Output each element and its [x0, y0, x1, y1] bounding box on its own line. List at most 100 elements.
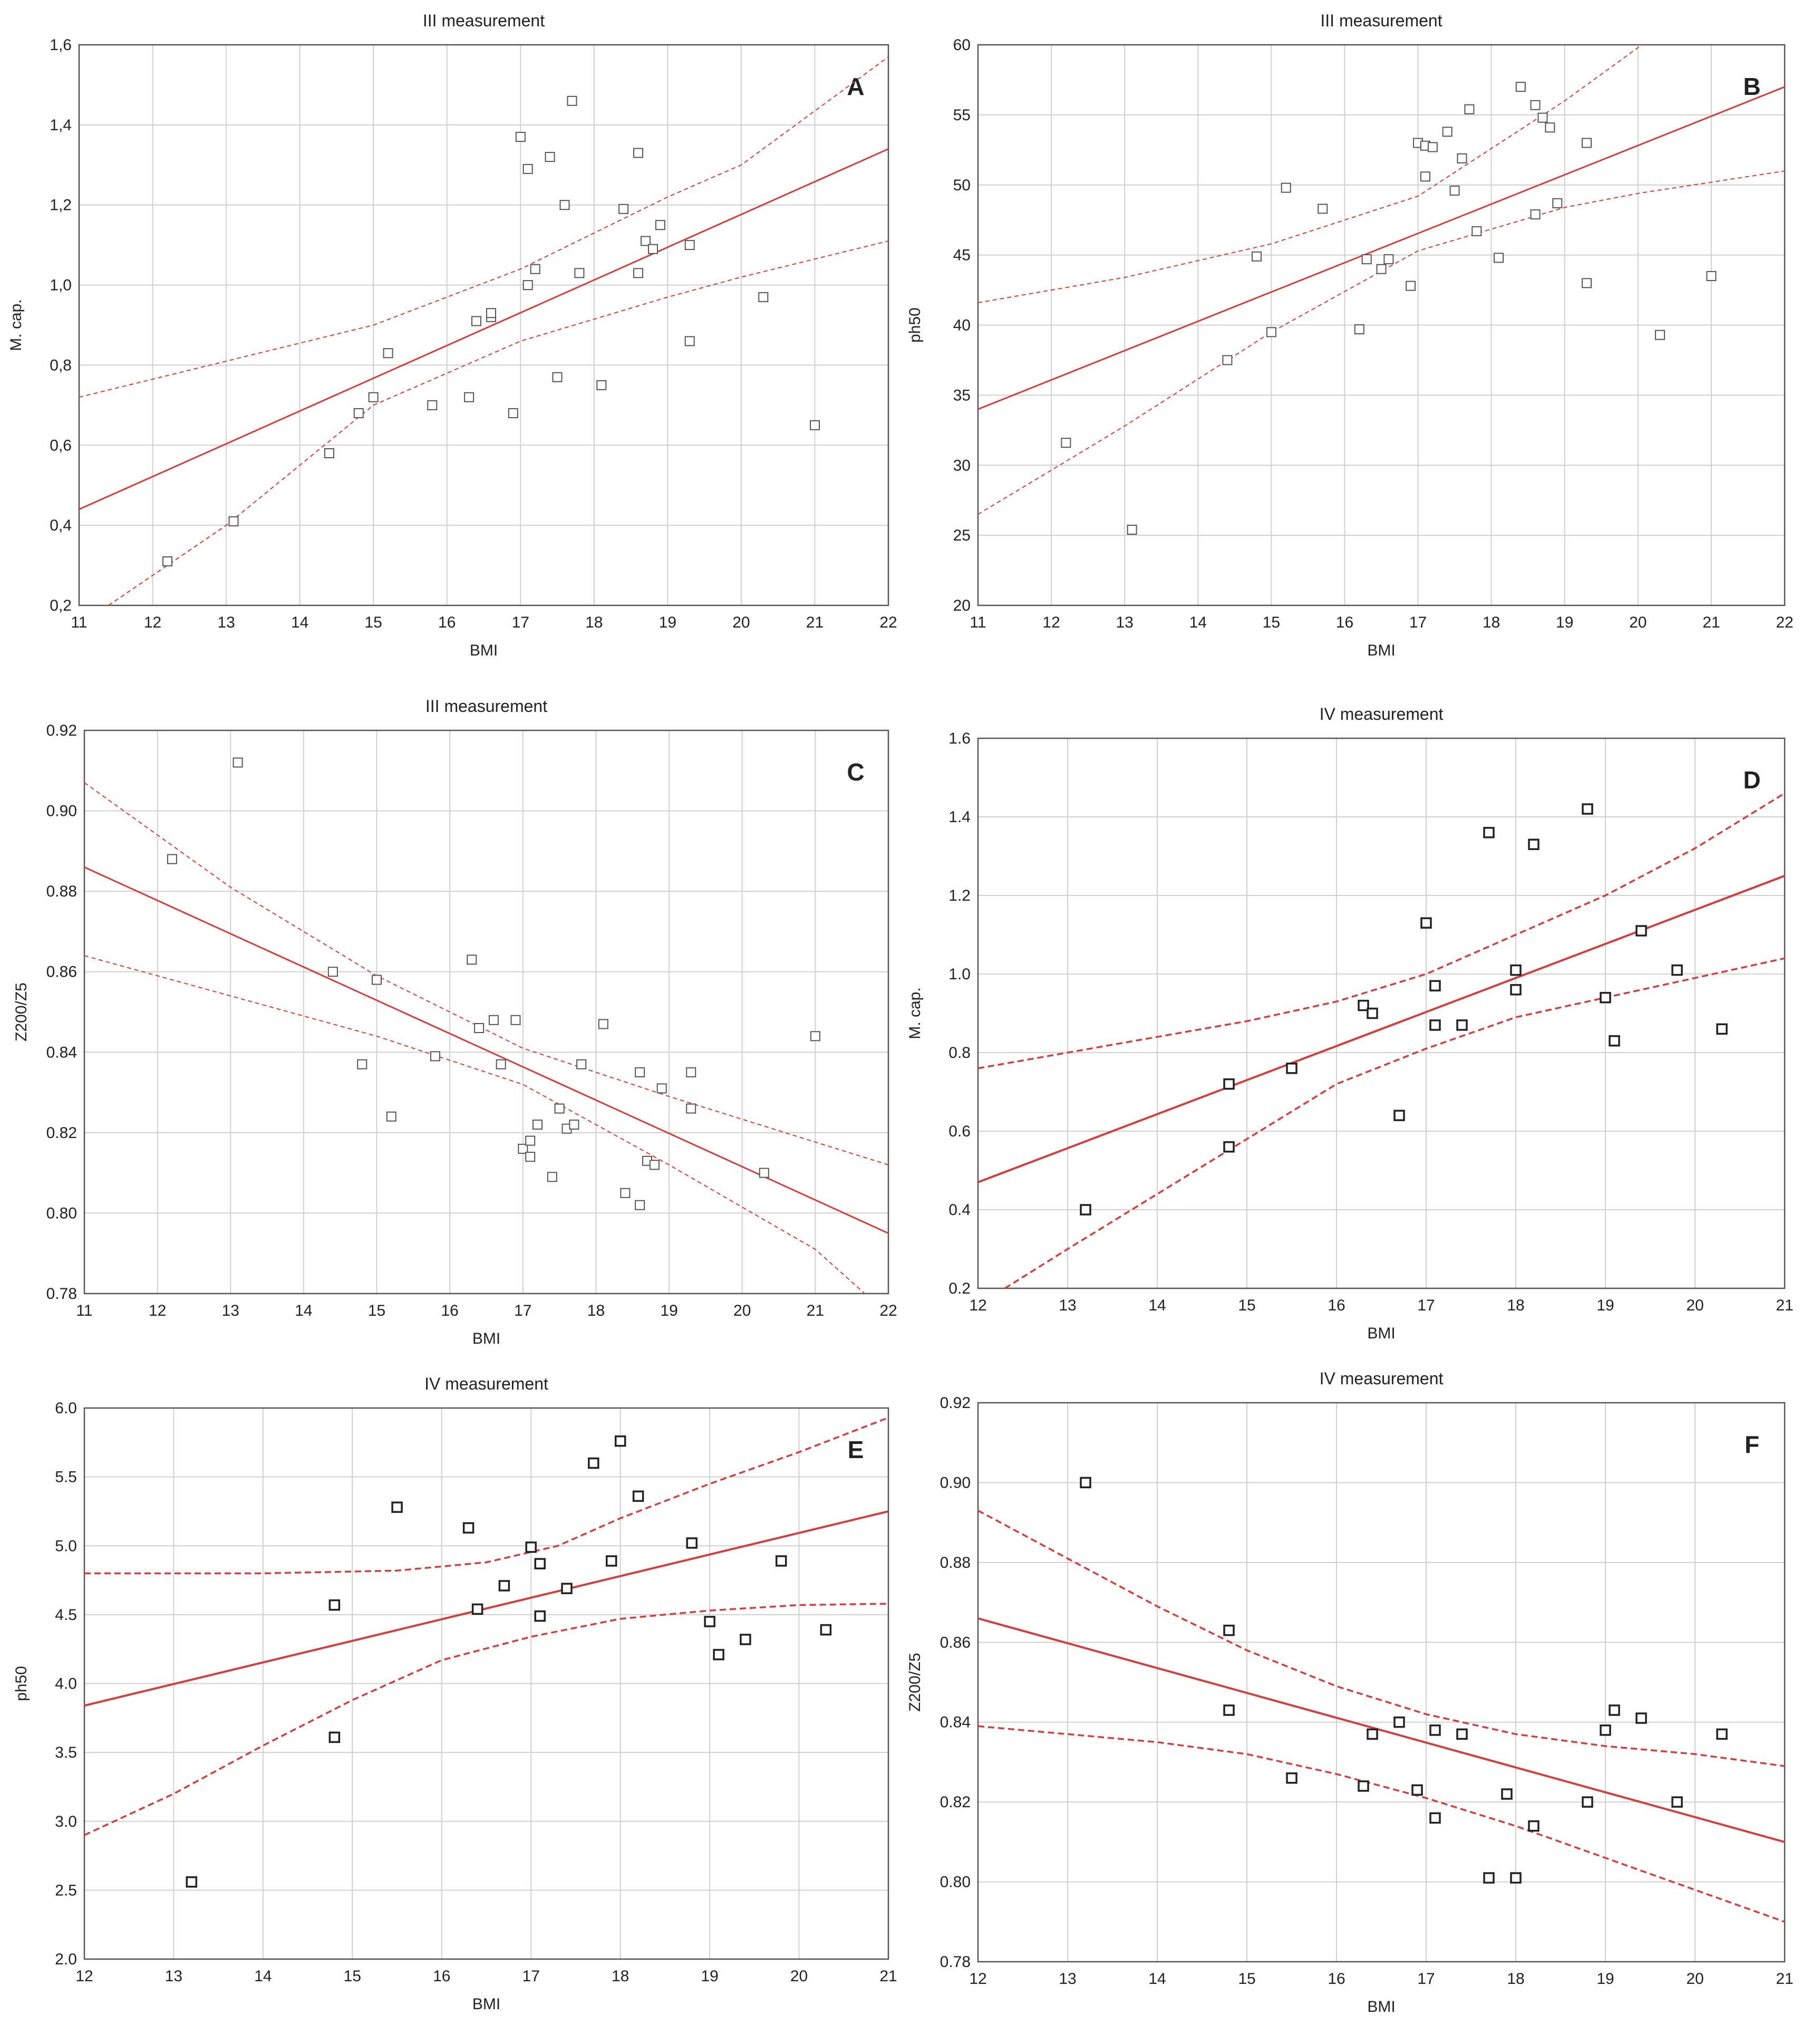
data-point [427, 400, 438, 410]
x-tick-label: 18 [1507, 1297, 1524, 1314]
y-tick-label: 60 [953, 36, 971, 54]
x-tick-label: 17 [514, 1302, 531, 1319]
regression-line [978, 874, 1785, 1183]
data-point [1528, 838, 1539, 850]
data-point [1354, 324, 1364, 334]
y-tick-label: 0.6 [948, 1123, 971, 1140]
y-tick-label: 0.8 [948, 1044, 971, 1062]
scatter-points [1061, 82, 1717, 535]
data-point [1494, 253, 1504, 263]
data-point [713, 1648, 724, 1661]
regression-lines [84, 1416, 888, 1836]
x-tick-label: 16 [1328, 1297, 1345, 1314]
data-point [596, 380, 607, 390]
confidence-band-upper [978, 792, 1785, 1069]
confidence-band-upper [84, 782, 888, 1165]
x-tick-label: 20 [1686, 1297, 1703, 1314]
confidence-band-upper [978, 1509, 1785, 1767]
y-tick-label: 0.2 [948, 1280, 971, 1297]
data-point [1600, 1724, 1611, 1736]
y-tick-label: 6.0 [55, 1400, 77, 1417]
regression-line [84, 1510, 888, 1707]
x-tick-label: 21 [1776, 1970, 1793, 1988]
data-point [1223, 1078, 1235, 1090]
panel-letter: F [1745, 1431, 1759, 1458]
data-point [552, 372, 563, 382]
data-point [1449, 185, 1460, 196]
data-point [1406, 281, 1416, 291]
plot-frame [977, 1402, 1786, 1963]
data-point [530, 264, 540, 274]
data-point [1510, 1872, 1522, 1884]
data-point [704, 1616, 715, 1627]
data-point [569, 1120, 579, 1130]
x-tick-label: 16 [438, 614, 456, 631]
data-point [1127, 525, 1137, 535]
data-point [327, 967, 338, 977]
chart-panel-c: 11 12 13 14 15 16 17 18 19 20 21 22 0.78 0.80 0.82 0.84… [13, 697, 897, 1347]
data-point [510, 1015, 521, 1025]
data-point [1361, 254, 1372, 265]
confidence-band-lower [108, 240, 888, 605]
y-tick-label: 0.78 [46, 1285, 77, 1303]
x-axis-label: BMI [1367, 1998, 1395, 2016]
data-point [1582, 138, 1592, 148]
x-tick-label: 18 [1507, 1970, 1524, 1988]
data-point [1429, 1812, 1441, 1824]
data-point [759, 1168, 769, 1178]
chart-panel-f: 12 13 14 15 16 17 18 19 20 21 0.78 0.80 0.82 0.84 0.86… [906, 1369, 1794, 2016]
y-tick-label: 0.82 [46, 1124, 77, 1142]
y-axis-label: ph50 [13, 1666, 30, 1701]
x-tick-label: 13 [217, 614, 235, 631]
plot-frame [83, 729, 889, 1295]
data-point [496, 1059, 506, 1069]
x-axis-label: BMI [470, 642, 498, 659]
regression-lines [978, 1509, 1785, 1923]
y-tick-label: 0,2 [50, 597, 72, 614]
regression-lines [79, 56, 888, 605]
data-point [532, 1120, 543, 1130]
x-tick-label: 21 [807, 1302, 824, 1319]
y-tick-label: 0.84 [940, 1714, 971, 1731]
data-point [1706, 271, 1717, 281]
data-point [1582, 278, 1592, 288]
regression-lines [978, 45, 1785, 515]
data-point [758, 292, 769, 302]
scatter-points [186, 1435, 832, 1888]
x-tick-label: 11 [76, 1302, 92, 1319]
y-tick-label: 0.4 [948, 1201, 971, 1219]
x-tick-label: 18 [1483, 614, 1500, 631]
data-point [684, 240, 695, 250]
y-tick-label: 0.90 [940, 1474, 971, 1491]
data-point [1429, 980, 1441, 992]
y-tick-label: 0,6 [50, 437, 72, 454]
y-tick-label: 0,8 [50, 356, 72, 374]
y-tick-label: 40 [953, 317, 971, 334]
x-tick-label: 16 [1336, 614, 1353, 631]
x-tick-label: 22 [1776, 614, 1793, 631]
data-point [1716, 1728, 1728, 1740]
x-tick-label: 14 [291, 614, 308, 631]
data-point [1483, 827, 1495, 838]
x-tick-label: 14 [1189, 614, 1207, 631]
confidence-band-lower [84, 955, 866, 1294]
data-point [1266, 327, 1276, 338]
regression-line [978, 86, 1785, 410]
data-point [1358, 1780, 1369, 1792]
data-point [574, 268, 585, 278]
regression-lines [978, 792, 1785, 1288]
y-tick-label: 1.2 [948, 887, 971, 904]
data-point [588, 1457, 599, 1469]
x-tick-label: 21 [879, 1968, 897, 1985]
confidence-band-lower [978, 170, 1785, 515]
data-point [1061, 438, 1071, 448]
y-axis-label: Z200/Z5 [13, 982, 30, 1042]
data-point [488, 1015, 499, 1025]
regression-line [978, 1617, 1785, 1843]
y-tick-label: 1,0 [50, 277, 72, 294]
y-tick-label: 4.0 [55, 1675, 77, 1693]
y-tick-label: 0.86 [940, 1634, 971, 1651]
data-point [328, 1731, 341, 1743]
data-point [525, 1152, 536, 1162]
data-point [686, 1103, 696, 1114]
